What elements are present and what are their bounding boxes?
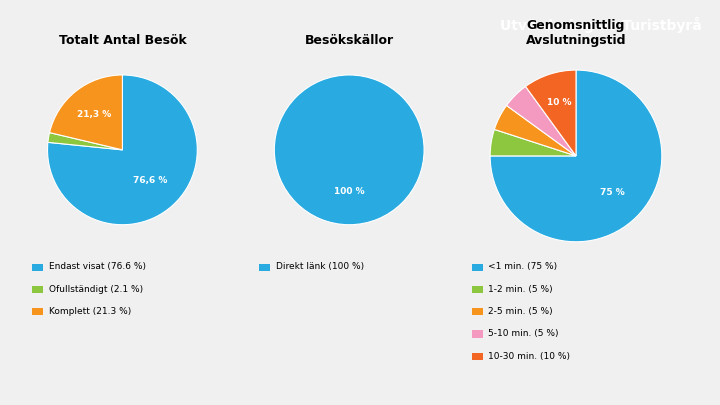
- Wedge shape: [48, 132, 122, 150]
- Text: 10 %: 10 %: [546, 98, 571, 107]
- Wedge shape: [507, 86, 576, 156]
- Text: 5-10 min. (5 %): 5-10 min. (5 %): [488, 329, 559, 338]
- Text: 2-5 min. (5 %): 2-5 min. (5 %): [488, 307, 553, 316]
- Wedge shape: [274, 75, 424, 225]
- Text: Genomsnittlig
Avslutningstid: Genomsnittlig Avslutningstid: [526, 19, 626, 47]
- Wedge shape: [50, 75, 122, 150]
- Text: Komplett (21.3 %): Komplett (21.3 %): [49, 307, 132, 316]
- Text: 1-2 min. (5 %): 1-2 min. (5 %): [488, 285, 553, 294]
- Text: 100 %: 100 %: [334, 187, 364, 196]
- Wedge shape: [490, 70, 662, 242]
- Wedge shape: [490, 129, 576, 156]
- Wedge shape: [48, 75, 197, 225]
- Text: Direkt länk (100 %): Direkt länk (100 %): [276, 262, 364, 271]
- Text: 10-30 min. (10 %): 10-30 min. (10 %): [488, 352, 570, 360]
- Text: Endast visat (76.6 %): Endast visat (76.6 %): [49, 262, 146, 271]
- Wedge shape: [526, 70, 576, 156]
- Text: 76,6 %: 76,6 %: [132, 176, 167, 185]
- Text: Ofullständigt (2.1 %): Ofullständigt (2.1 %): [49, 285, 143, 294]
- Text: 75 %: 75 %: [600, 188, 625, 197]
- Text: 21,3 %: 21,3 %: [78, 110, 112, 119]
- Text: Utvärdering av Turistbyrå: Utvärdering av Turistbyrå: [500, 17, 702, 33]
- Text: Totalt Antal Besök: Totalt Antal Besök: [58, 34, 186, 47]
- Text: <1 min. (75 %): <1 min. (75 %): [488, 262, 557, 271]
- Text: Besökskällor: Besökskällor: [305, 34, 394, 47]
- Wedge shape: [495, 105, 576, 156]
